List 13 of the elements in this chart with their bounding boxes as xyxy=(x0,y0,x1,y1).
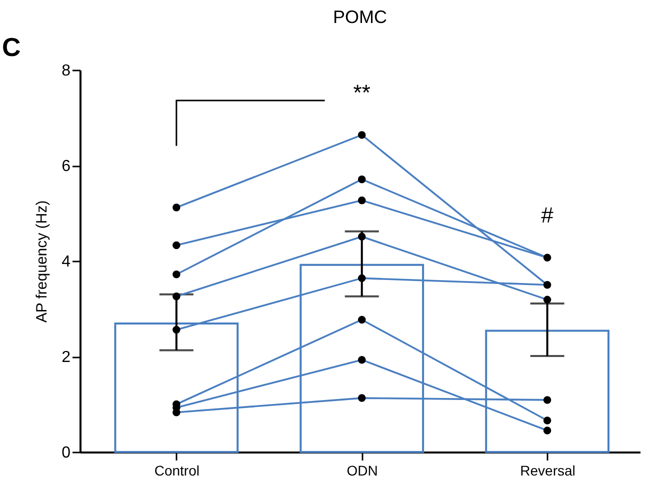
x-tick-label: Reversal xyxy=(520,462,576,478)
annotation: # xyxy=(541,202,554,228)
x-tick-label: ODN xyxy=(346,462,378,478)
y-tick-label: 0 xyxy=(62,444,71,462)
chart-title: POMC xyxy=(333,7,387,27)
y-axis-title: AP frequency (Hz) xyxy=(34,200,51,323)
x-tick-label: Control xyxy=(154,462,200,478)
y-tick-label: 6 xyxy=(62,158,71,175)
y-tick-label: 2 xyxy=(62,349,71,366)
annotation: ** xyxy=(353,80,371,105)
y-tick-label: 8 xyxy=(62,62,71,80)
text: C xyxy=(2,32,21,62)
y-tick-label: 4 xyxy=(62,254,71,270)
